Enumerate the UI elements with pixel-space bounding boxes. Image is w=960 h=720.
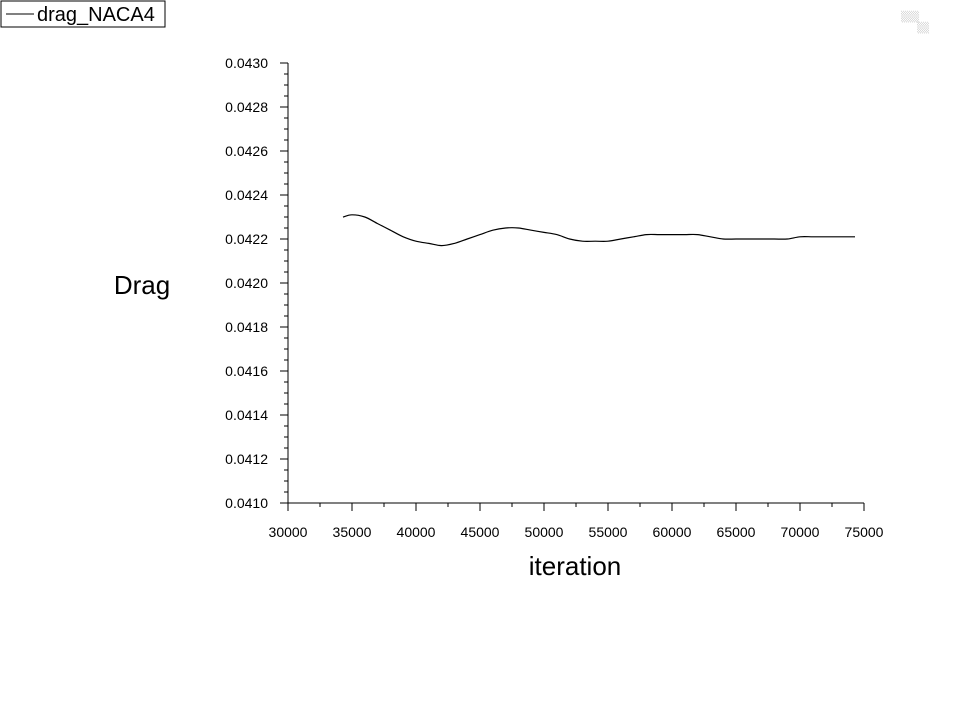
watermark-sub: ▒▒	[917, 21, 930, 34]
legend: drag_NACA4	[0, 0, 166, 28]
x-tick-label: 45000	[461, 524, 500, 540]
y-tick-label: 0.0420	[225, 275, 268, 291]
x-tick-label: 70000	[781, 524, 820, 540]
y-tick-label: 0.0430	[225, 55, 268, 71]
x-tick-label: 50000	[525, 524, 564, 540]
y-tick-label: 0.0414	[225, 407, 268, 423]
x-tick-label: 55000	[589, 524, 628, 540]
y-axis-title: Drag	[114, 270, 170, 300]
x-tick-label: 65000	[717, 524, 756, 540]
y-tick-label: 0.0410	[225, 495, 268, 511]
y-tick-label: 0.0428	[225, 99, 268, 115]
legend-label: drag_NACA4	[37, 4, 155, 26]
x-axis-title: iteration	[529, 551, 622, 581]
x-tick-label: 30000	[269, 524, 308, 540]
x-tick-label: 60000	[653, 524, 692, 540]
y-tick-label: 0.0426	[225, 143, 268, 159]
y-tick-label: 0.0424	[225, 187, 268, 203]
x-tick-label: 40000	[397, 524, 436, 540]
logo-mark: ▒▒▒ ▒▒	[901, 10, 930, 34]
plot-area	[342, 214, 855, 247]
y-tick-label: 0.0416	[225, 363, 268, 379]
y-tick-label: 0.0422	[225, 231, 268, 247]
x-tick-label: 75000	[845, 524, 884, 540]
y-tick-label: 0.0412	[225, 451, 268, 467]
x-tick-label: 35000	[333, 524, 372, 540]
y-axis: 0.0410 0.0412 0.0414 0.0416 0.0418 0.0420 0.04…	[225, 55, 289, 511]
x-axis: 30000 35000 40000 45000 50000 55000 60000 65000…	[269, 502, 884, 540]
series-line-drag	[342, 214, 855, 247]
watermark: ▒▒▒	[901, 10, 920, 23]
y-tick-label: 0.0418	[225, 319, 268, 335]
